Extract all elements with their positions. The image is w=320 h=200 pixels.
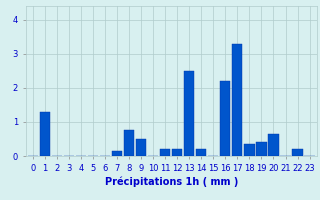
Bar — [244, 144, 254, 156]
X-axis label: Précipitations 1h ( mm ): Précipitations 1h ( mm ) — [105, 177, 238, 187]
Bar — [196, 149, 206, 156]
Bar — [220, 81, 230, 156]
Bar — [268, 134, 279, 156]
Bar — [184, 71, 194, 156]
Bar — [256, 142, 267, 156]
Bar — [160, 149, 170, 156]
Bar — [232, 44, 243, 156]
Bar — [292, 149, 303, 156]
Bar — [112, 151, 122, 156]
Bar — [124, 130, 134, 156]
Bar — [40, 112, 50, 156]
Bar — [136, 139, 146, 156]
Bar — [172, 149, 182, 156]
